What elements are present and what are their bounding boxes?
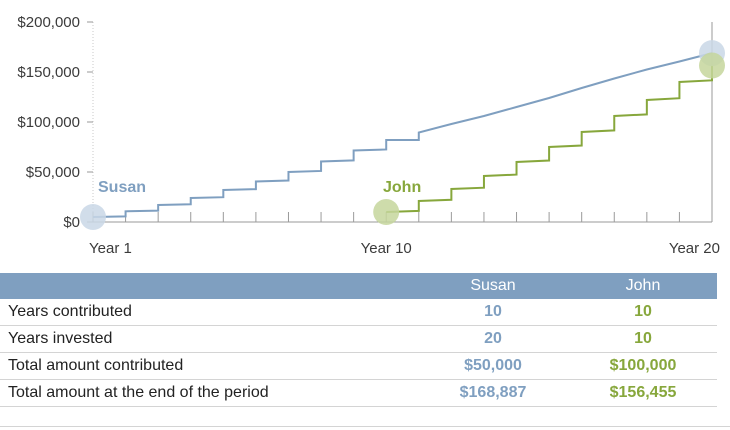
- x-tick-label: Year 1: [89, 240, 132, 257]
- markers-layer: [80, 40, 725, 230]
- x-tick-label: Year 20: [669, 240, 720, 257]
- x-axis-ticks: Year 1 Year 10 Year 20: [89, 212, 720, 257]
- susan-start-marker: [80, 204, 106, 230]
- series-line-john: [386, 65, 713, 213]
- table-row: Years invested 20 10: [0, 325, 717, 353]
- table-row: Years contributed 10 10: [0, 299, 717, 326]
- y-tick-label: $0: [63, 214, 80, 231]
- susan-value: 20: [417, 325, 569, 353]
- row-label: Years invested: [0, 325, 417, 353]
- series-layer: [92, 52, 713, 218]
- table-row: Total amount at the end of the period $1…: [0, 379, 717, 407]
- series-label-susan: Susan: [98, 179, 146, 196]
- susan-value: $168,887: [417, 379, 569, 407]
- susan-value: $50,000: [417, 352, 569, 380]
- series-label-john: John: [383, 179, 421, 196]
- table-header-row: Susan John: [0, 273, 717, 299]
- john-end-marker: [699, 52, 725, 79]
- growth-chart: $200,000 $150,000 $100,000 $50,000 $0 Year 1…: [17, 14, 725, 257]
- comparison-table: Susan John Years contributed 10 10 Years…: [0, 273, 717, 407]
- y-tick-label: $200,000: [17, 14, 80, 31]
- x-tick-label: Year 10: [361, 240, 412, 257]
- row-label: Years contributed: [0, 299, 417, 326]
- table-header-blank: [0, 273, 417, 299]
- y-axis-ticks: $200,000 $150,000 $100,000 $50,000 $0: [17, 14, 93, 231]
- row-label: Total amount at the end of the period: [0, 379, 417, 407]
- table-header-john: John: [569, 273, 717, 299]
- john-value: 10: [569, 299, 717, 326]
- y-tick-label: $100,000: [17, 114, 80, 131]
- series-line-susan: [92, 52, 713, 218]
- y-tick-label: $50,000: [26, 164, 80, 181]
- john-value: $100,000: [569, 352, 717, 380]
- john-value: $156,455: [569, 379, 717, 407]
- table-row: Total amount contributed $50,000 $100,00…: [0, 352, 717, 380]
- table-header-susan: Susan: [417, 273, 569, 299]
- john-start-marker: [373, 199, 400, 225]
- row-label: Total amount contributed: [0, 352, 417, 380]
- john-value: 10: [569, 325, 717, 353]
- y-tick-label: $150,000: [17, 64, 80, 81]
- susan-value: 10: [417, 299, 569, 326]
- bottom-divider: [0, 426, 730, 427]
